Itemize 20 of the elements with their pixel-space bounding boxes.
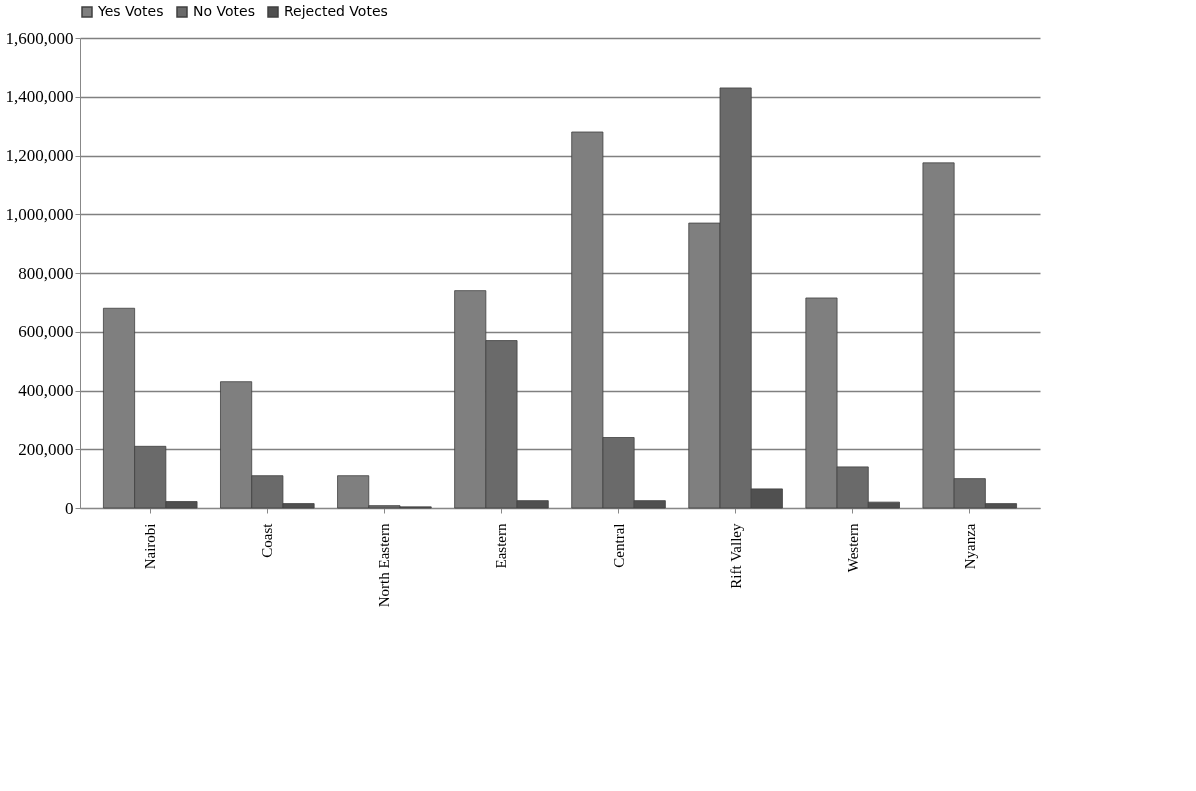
x-tick-label: Central bbox=[610, 523, 627, 568]
x-tick-label: Nairobi bbox=[142, 523, 159, 570]
y-tick-label: 1,200,000 bbox=[5, 146, 74, 165]
y-tick-label: 200,000 bbox=[18, 439, 74, 459]
y-tick-label: 1,000,000 bbox=[5, 204, 74, 224]
y-tick-label: 800,000 bbox=[18, 263, 74, 283]
x-tick-label: Coast bbox=[259, 522, 276, 558]
legend-label: Rejected Votes bbox=[284, 3, 388, 19]
y-tick-label: 1,600,000 bbox=[5, 28, 74, 48]
x-tick-label: Rift Valley bbox=[727, 523, 744, 589]
x-tick-label: Western bbox=[844, 523, 861, 573]
x-tick-label: Eastern bbox=[493, 523, 510, 569]
y-tick-label: 0 bbox=[65, 498, 74, 518]
legend-label: No Votes bbox=[193, 3, 255, 19]
x-tick-label: Nyanza bbox=[961, 523, 978, 570]
legend-label: Yes Votes bbox=[97, 3, 164, 19]
y-tick-label: 400,000 bbox=[18, 381, 74, 400]
x-tick-label: North Eastern bbox=[376, 523, 393, 608]
y-tick-label: 1,400,000 bbox=[5, 87, 74, 107]
y-tick-label: 600,000 bbox=[18, 322, 74, 342]
